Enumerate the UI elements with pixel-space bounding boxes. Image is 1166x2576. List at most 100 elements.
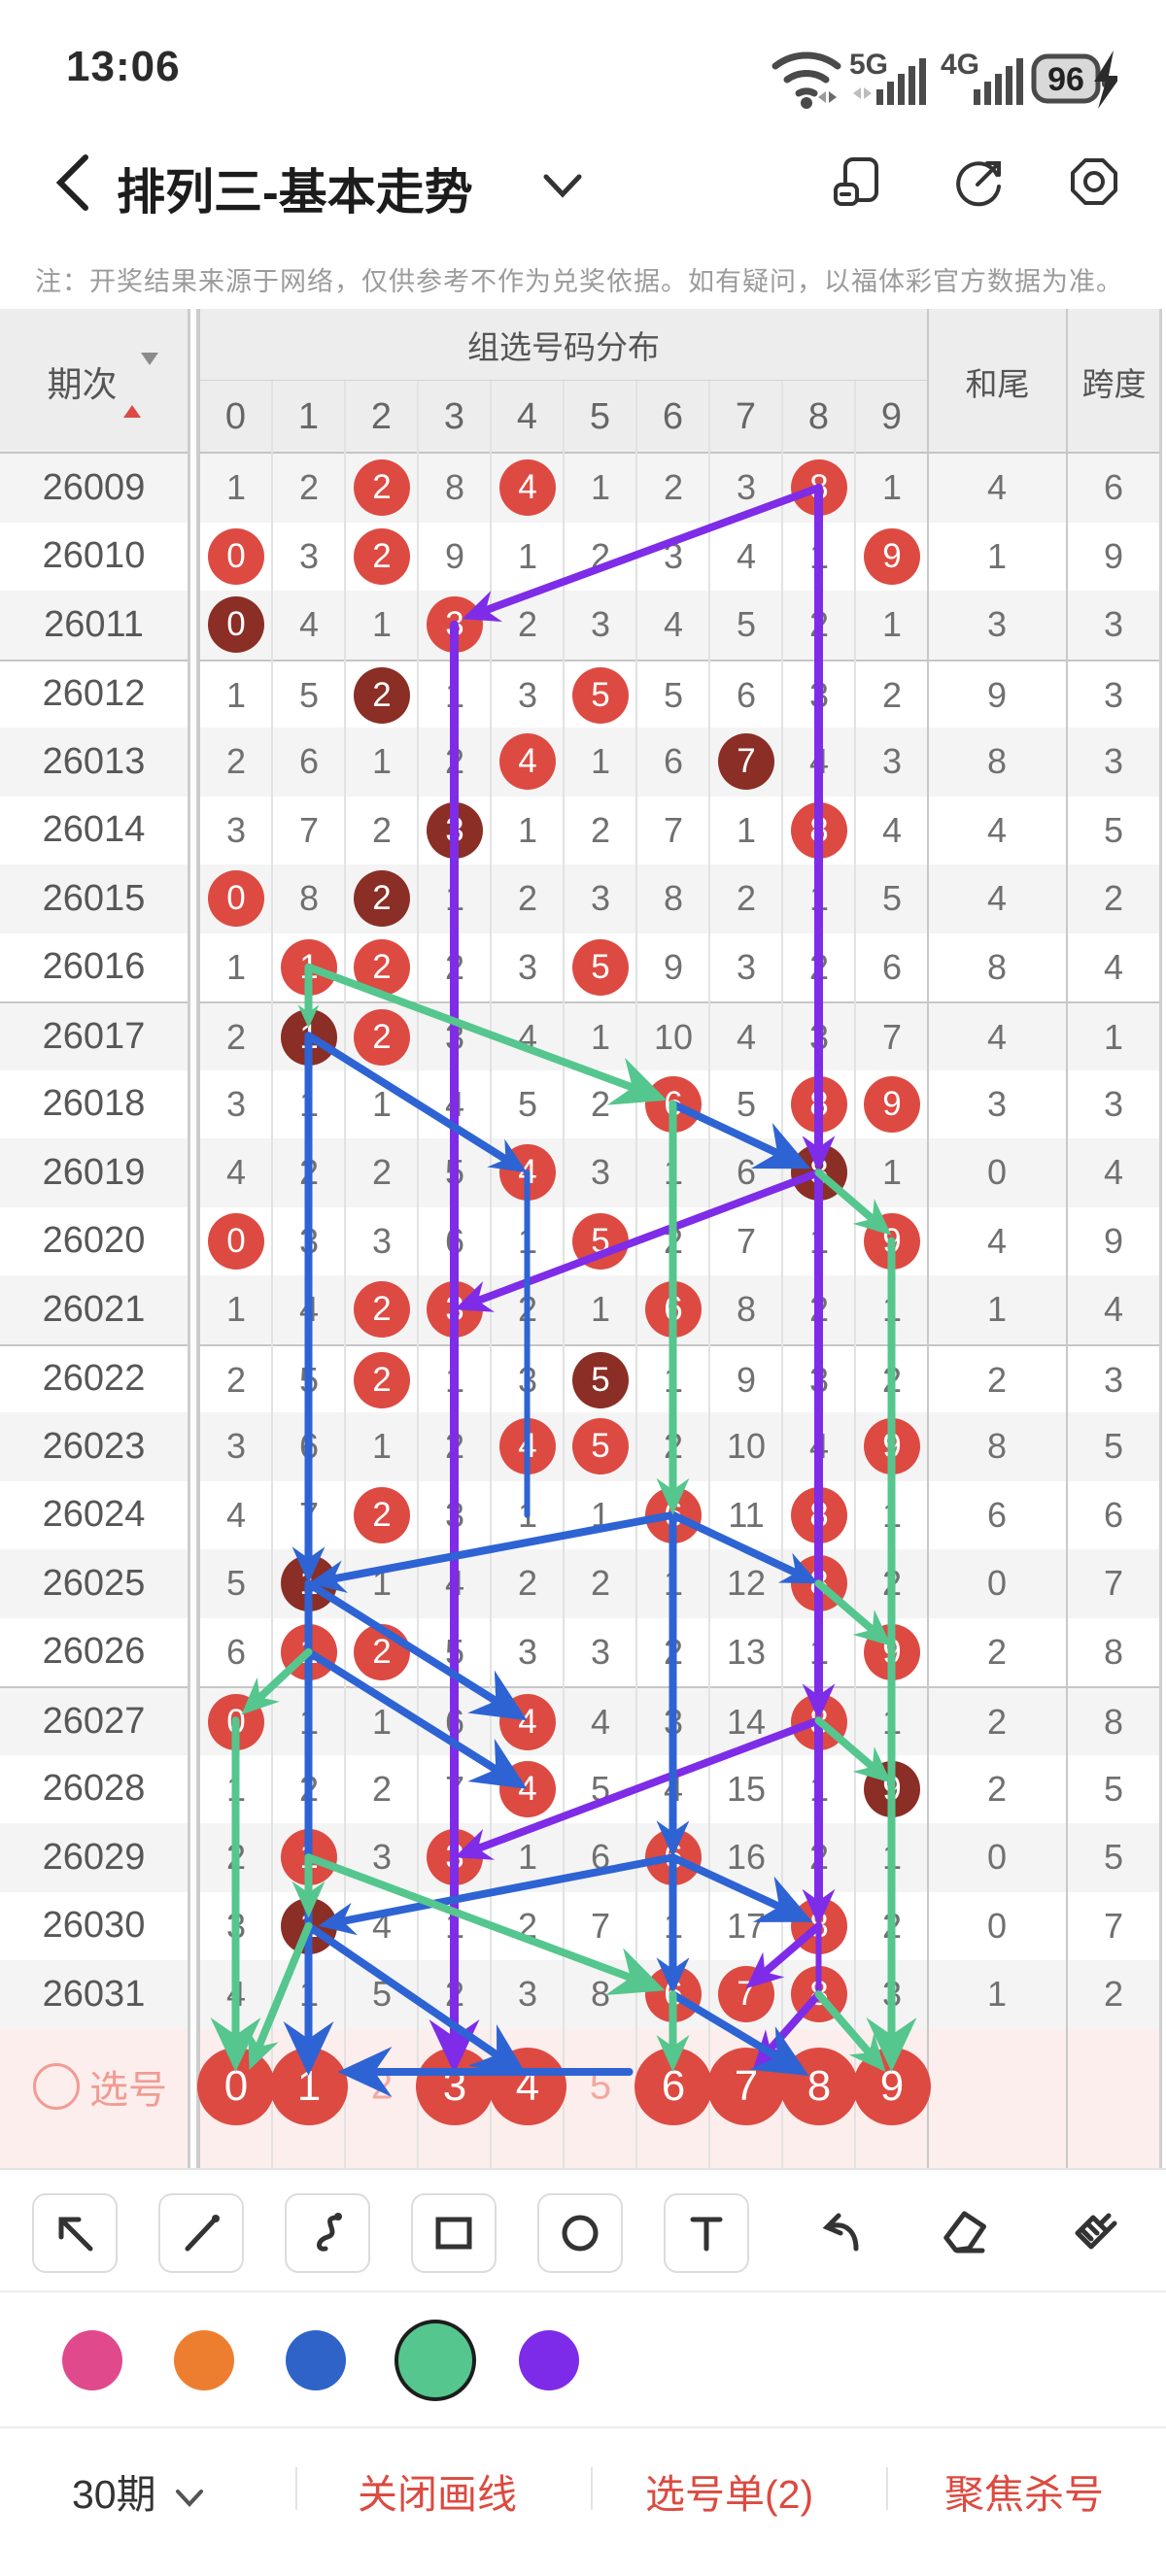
arrow-tool-button[interactable] [32, 2193, 118, 2273]
miss-count: 3 [225, 809, 247, 850]
period-label: 26015 [42, 877, 146, 919]
rect-tool-button[interactable] [411, 2193, 497, 2273]
table-row[interactable]: 26017 2 1 2 3 4 1 10 4 3 7 4 1 [0, 1001, 1161, 1070]
page-title[interactable]: 排列三-基本走势 [117, 165, 473, 220]
table-row[interactable]: 26027 0 1 1 6 4 4 3 14 8 1 2 8 [0, 1686, 1161, 1755]
column-period[interactable]: 期次 [0, 309, 188, 454]
miss-count: 2 [517, 878, 538, 919]
table-row[interactable]: 26019 4 2 2 5 4 3 1 6 8 1 0 4 [0, 1138, 1161, 1207]
picked-number[interactable]: 8 [780, 2047, 858, 2125]
arrow-tool-icon [58, 2217, 93, 2252]
table-row[interactable]: 26009 1 2 2 8 4 1 2 3 8 1 4 6 [0, 454, 1161, 523]
focus-kill-button[interactable]: 聚焦杀号 [944, 2472, 1104, 2517]
table-row[interactable]: 26031 4 1 5 2 3 8 6 7 8 3 1 2 [0, 1960, 1161, 2029]
clear-all-button[interactable] [1052, 2193, 1138, 2273]
picked-number[interactable]: 3 [416, 2047, 494, 2125]
table-row[interactable]: 26010 0 3 2 9 1 2 3 4 1 9 1 9 [0, 523, 1161, 592]
color-swatch-0[interactable] [62, 2330, 122, 2390]
settings-icon[interactable] [1069, 155, 1119, 208]
curve-tool-button[interactable] [285, 2193, 370, 2273]
miss-count: 3 [808, 674, 830, 715]
picked-number[interactable]: 1 [270, 2047, 348, 2125]
table-row[interactable]: 26030 3 1 4 1 2 7 1 17 8 2 0 7 [0, 1892, 1161, 1961]
period-label: 26024 [42, 1494, 146, 1536]
table-row[interactable]: 26012 1 5 2 1 3 5 5 6 3 2 9 3 [0, 659, 1161, 729]
miss-count: 4 [736, 535, 757, 576]
trend-chart[interactable]: 期次 组选号码分布 和尾 跨度 0 1 2 3 4 5 6 7 8 9 26009 1 2 2 8 4 1 2 3 8 1… [0, 309, 1166, 2168]
drawn-number: 2 [354, 1281, 410, 1339]
miss-count: 6 [225, 1631, 247, 1672]
miss-count: 1 [881, 604, 903, 645]
table-row[interactable]: 26011 0 4 1 3 2 3 4 5 2 1 3 3 [0, 591, 1161, 660]
miss-count: 4 [590, 1702, 611, 1743]
miss-count: 2 [225, 1359, 247, 1400]
miss-count: 1 [808, 1631, 830, 1672]
eraser-button[interactable] [922, 2193, 1008, 2273]
miss-count: 3 [225, 1083, 247, 1124]
sort-icon[interactable] [122, 352, 158, 418]
pickable-number[interactable]: 5 [589, 2064, 612, 2107]
table-row[interactable]: 26014 3 7 2 3 1 2 7 1 8 4 4 5 [0, 797, 1161, 865]
clear-all-icon [1075, 2213, 1117, 2250]
table-row[interactable]: 26023 3 6 1 2 4 5 2 10 4 9 8 5 [0, 1412, 1161, 1481]
miss-count: 4 [444, 1083, 465, 1124]
table-row[interactable]: 26013 2 6 1 2 4 1 6 7 4 3 8 3 [0, 728, 1161, 797]
drawn-number: 6 [645, 1486, 702, 1543]
digit-header-7: 7 [735, 396, 757, 437]
table-row[interactable]: 26028 1 2 2 7 4 5 4 15 1 9 2 5 [0, 1755, 1161, 1824]
title-dropdown-icon[interactable] [542, 173, 583, 198]
table-row[interactable]: 26018 3 1 1 4 5 2 6 5 8 9 3 3 [0, 1070, 1161, 1139]
table-row[interactable]: 26015 0 8 2 1 2 3 8 2 1 5 4 2 [0, 864, 1161, 933]
miss-count: 9 [663, 946, 684, 987]
pick-list-button[interactable]: 选号单(2) [645, 2472, 814, 2517]
miss-count: 1 [444, 1905, 465, 1946]
period-label: 26023 [42, 1425, 146, 1467]
kuadu-value: 2 [1103, 878, 1124, 919]
undo-button[interactable] [800, 2193, 885, 2273]
drawn-number: 4 [499, 459, 556, 517]
miss-count: 1 [881, 1289, 903, 1330]
color-swatch-1[interactable] [174, 2330, 234, 2390]
miss-count: 1 [517, 535, 538, 576]
table-row[interactable]: 26029 2 1 3 3 1 6 6 16 2 1 0 5 [0, 1823, 1161, 1892]
miss-count: 2 [808, 1289, 830, 1330]
drawn-number: 8 [791, 801, 847, 859]
pick-radio[interactable] [33, 2062, 80, 2110]
pickable-number[interactable]: 2 [370, 2064, 394, 2107]
picked-number[interactable]: 0 [197, 2047, 275, 2125]
frozen-column-divider [188, 309, 199, 2168]
share-icon[interactable] [954, 155, 1005, 208]
table-row[interactable]: 26024 4 7 2 3 1 1 6 11 8 1 6 6 [0, 1481, 1161, 1550]
hewei-value: 0 [986, 1905, 1008, 1946]
period-count-select[interactable]: 30期 [72, 2461, 204, 2520]
miss-count: 1 [663, 1152, 684, 1193]
table-row[interactable]: 26022 2 5 2 1 3 5 1 9 3 2 2 3 [0, 1343, 1161, 1413]
svg-text:5G: 5G [849, 49, 888, 81]
drawn-number: 6 [645, 1829, 702, 1886]
miss-count: 1 [517, 1837, 538, 1878]
picked-number[interactable]: 7 [707, 2047, 785, 2125]
color-swatch-3[interactable] [394, 2320, 476, 2401]
line-tool-button[interactable] [158, 2193, 244, 2273]
picked-number[interactable]: 4 [489, 2047, 566, 2125]
color-swatch-4[interactable] [519, 2330, 579, 2390]
table-row[interactable]: 26021 1 4 2 3 2 1 6 8 2 1 1 4 [0, 1275, 1161, 1344]
ellipse-tool-button[interactable] [537, 2193, 623, 2273]
back-button[interactable] [51, 152, 97, 214]
float-window-icon[interactable] [832, 155, 882, 208]
text-tool-button[interactable] [664, 2193, 749, 2273]
kuadu-value: 3 [1103, 1083, 1124, 1124]
table-row[interactable]: 26025 5 1 1 4 2 2 1 12 8 2 0 7 [0, 1549, 1161, 1618]
miss-count: 8 [590, 1974, 611, 2015]
table-row[interactable]: 26020 0 3 3 6 1 5 2 7 1 9 4 9 [0, 1207, 1161, 1276]
miss-count: 1 [225, 674, 247, 715]
picked-number[interactable]: 9 [853, 2047, 931, 2125]
close-drawing-button[interactable]: 关闭画线 [358, 2472, 517, 2517]
miss-count: 1 [663, 1563, 684, 1604]
picked-number[interactable]: 6 [634, 2047, 712, 2125]
table-row[interactable]: 26026 6 1 2 5 3 3 2 13 1 9 2 8 [0, 1618, 1161, 1687]
table-row[interactable]: 26016 1 1 2 2 3 5 9 3 2 6 8 4 [0, 933, 1161, 1002]
color-swatch-2[interactable] [286, 2330, 346, 2390]
